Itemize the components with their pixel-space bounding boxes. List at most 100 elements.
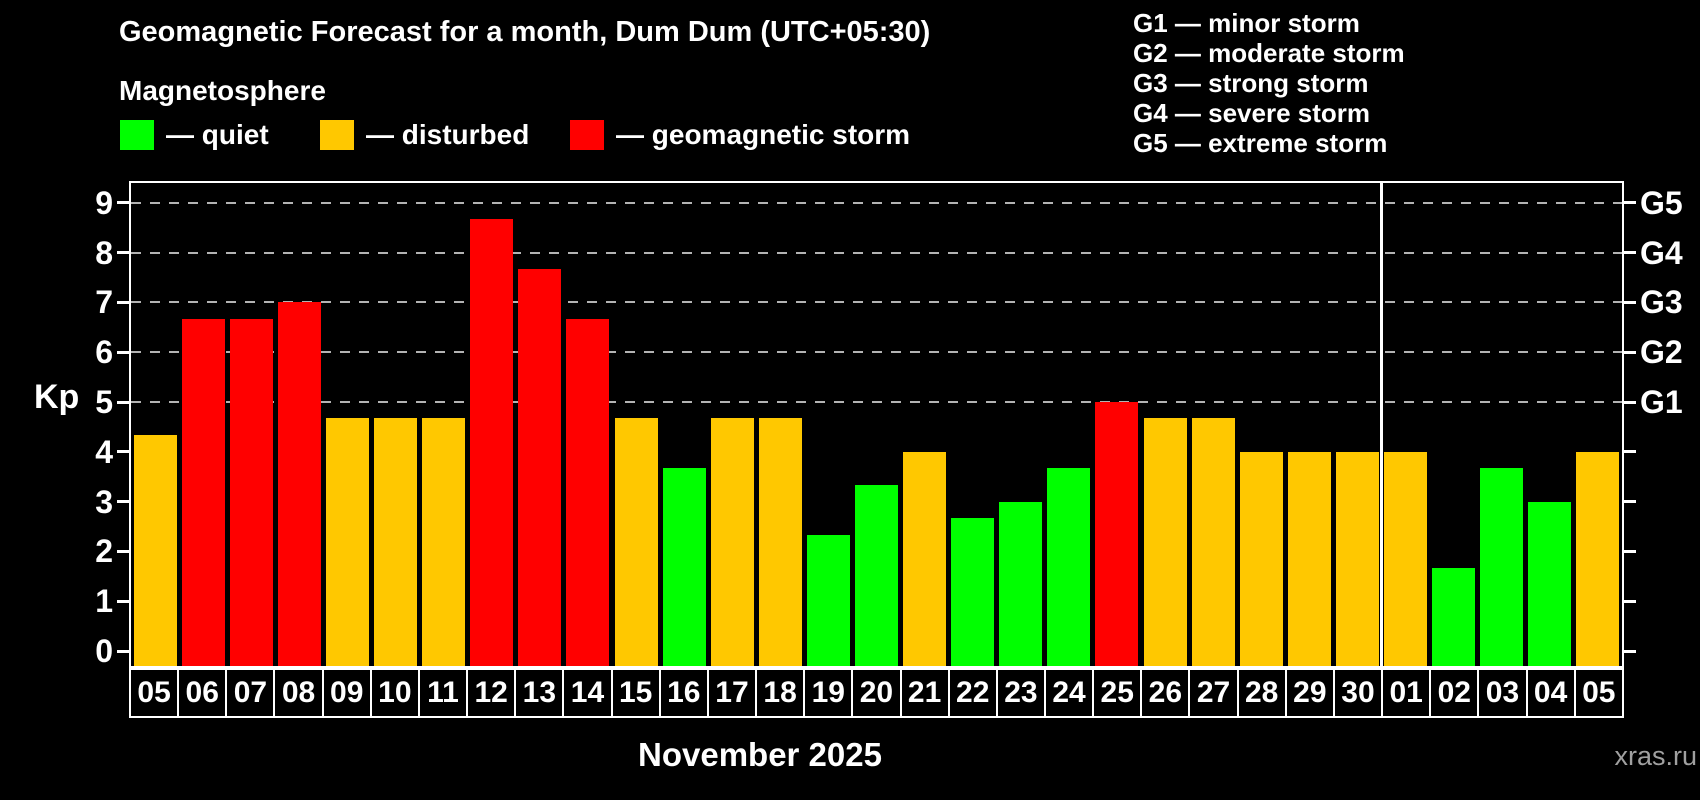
- y-axis-tick-left: [117, 201, 129, 205]
- kp-bar-day-03: [1480, 468, 1524, 666]
- kp-bar-day-22: [951, 518, 995, 666]
- day-cell: 05: [137, 676, 171, 709]
- legend-label-disturbed: — disturbed: [366, 119, 530, 150]
- day-cell: 25: [1092, 670, 1140, 716]
- kp-bar-day-19: [806, 534, 850, 666]
- day-cell: 19: [803, 670, 851, 716]
- storm-scale-legend-line: G4 — severe storm: [1133, 98, 1371, 128]
- kp-bar-day-05: [133, 435, 177, 666]
- kp-bar-day-21: [903, 451, 947, 666]
- y-axis-tick-left: [117, 549, 129, 553]
- kp-bar-day-26: [1143, 418, 1187, 666]
- y-axis-tick-left: [117, 450, 129, 454]
- day-cell: 16: [658, 670, 707, 716]
- kp-bar-day-10: [374, 418, 418, 666]
- kp-bar-day-29: [1287, 451, 1331, 666]
- day-cell: 14: [562, 670, 610, 716]
- legend-swatch-storm: [570, 120, 604, 150]
- day-cell: 24: [1043, 670, 1092, 716]
- kp-bar-day-24: [1047, 468, 1091, 666]
- g-tick-label-G5: G5: [1640, 184, 1683, 221]
- kp-bar-day-16: [662, 468, 706, 666]
- kp-bar-day-01: [1384, 451, 1428, 666]
- kp-bar-day-23: [999, 501, 1043, 666]
- month-separator-line: [1380, 183, 1384, 666]
- y-tick-label-6: 6: [95, 334, 113, 371]
- kp-bar-day-14: [566, 318, 610, 666]
- legend-label-quiet: — quiet: [166, 119, 269, 150]
- watermark: xras.ru: [1614, 741, 1697, 771]
- y-axis-tick-right: [1624, 599, 1636, 603]
- kp-bar-day-06: [181, 318, 225, 666]
- gridline-kp-8: [131, 251, 1622, 254]
- kp-bar-day-12: [470, 219, 514, 666]
- legend-swatch-disturbed: [320, 120, 354, 150]
- day-cell: 04: [1525, 670, 1574, 716]
- day-cell: 17: [706, 670, 755, 716]
- day-cell: 28: [1236, 670, 1285, 716]
- day-cell: 20: [851, 670, 899, 716]
- storm-scale-legend: G1 — minor storm G2 — moderate storm G3 — …: [1133, 8, 1405, 158]
- gridline-kp-9: [131, 201, 1622, 204]
- gridline-kp-6: [131, 351, 1622, 354]
- day-axis: 05 06 07 08 09 10 11 12 13 14 15 16 17 18 19 20 21 22 23 24…: [129, 668, 1624, 718]
- y-tick-label-9: 9: [95, 184, 113, 221]
- day-cell: 12: [466, 670, 514, 716]
- g-tick-label-G2: G2: [1640, 334, 1683, 371]
- plot-area: [117, 181, 1636, 668]
- kp-bar-day-13: [518, 269, 562, 666]
- day-cell: 29: [1284, 670, 1333, 716]
- storm-scale-legend-line: G1 — minor storm: [1133, 8, 1360, 38]
- chart-title: Geomagnetic Forecast for a month, Dum Du…: [119, 16, 931, 48]
- chart-subtitle: Magnetosphere: [119, 75, 326, 106]
- day-cell: 26: [1140, 670, 1188, 716]
- kp-bar-day-18: [758, 418, 802, 666]
- kp-bar-day-25: [1095, 402, 1139, 666]
- y-axis-tick-left: [117, 599, 129, 603]
- day-cell: 22: [947, 670, 996, 716]
- y-axis-tick-left: [117, 251, 129, 255]
- kp-axis-label: Kp: [34, 378, 80, 416]
- g-tick-label-G3: G3: [1640, 284, 1683, 321]
- g-tick-label-G1: G1: [1640, 384, 1683, 420]
- day-cell: 01: [1381, 670, 1429, 716]
- y-axis-tick-left: [117, 649, 129, 653]
- kp-bar-day-05: [1576, 451, 1620, 666]
- y-axis-tick-left: [117, 350, 129, 354]
- kp-bar-day-20: [855, 485, 898, 666]
- legend-swatch-quiet: [120, 120, 154, 150]
- day-cell: 03: [1477, 670, 1525, 716]
- gridline-kp-7: [131, 301, 1622, 304]
- day-cell: 06: [177, 670, 225, 716]
- storm-scale-legend-line: G3 — strong storm: [1133, 68, 1369, 98]
- y-axis-tick-right: [1624, 201, 1636, 205]
- y-tick-label-2: 2: [95, 533, 113, 570]
- storm-scale-legend-line: G5 — extreme storm: [1133, 128, 1388, 158]
- y-tick-label-0: 0: [95, 633, 113, 669]
- y-axis-tick-right: [1624, 649, 1636, 653]
- kp-bar-day-28: [1239, 451, 1283, 666]
- y-axis-tick-right: [1624, 251, 1636, 255]
- y-tick-label-8: 8: [95, 234, 113, 271]
- day-cell: 05: [1573, 670, 1622, 716]
- day-cell: 15: [610, 670, 659, 716]
- day-cell: 23: [995, 670, 1044, 716]
- kp-bar-day-04: [1528, 501, 1572, 666]
- kp-bar-day-15: [614, 418, 658, 666]
- y-axis-tick-left: [117, 300, 129, 304]
- day-cell: 09: [321, 670, 370, 716]
- y-axis-tick-right: [1624, 300, 1636, 304]
- day-cell: 10: [369, 670, 418, 716]
- day-cell: 30: [1332, 670, 1381, 716]
- kp-bar-day-02: [1432, 567, 1476, 666]
- y-tick-label-1: 1: [95, 583, 113, 620]
- day-cell: 13: [514, 670, 562, 716]
- y-axis-tick-left: [117, 400, 129, 404]
- y-tick-label-4: 4: [95, 433, 113, 470]
- y-tick-label-3: 3: [95, 483, 113, 520]
- storm-scale-legend-line: G2 — moderate storm: [1133, 38, 1405, 68]
- y-axis-tick-right: [1624, 500, 1636, 504]
- day-cell: 21: [899, 670, 948, 716]
- y-axis-tick-right: [1624, 450, 1636, 454]
